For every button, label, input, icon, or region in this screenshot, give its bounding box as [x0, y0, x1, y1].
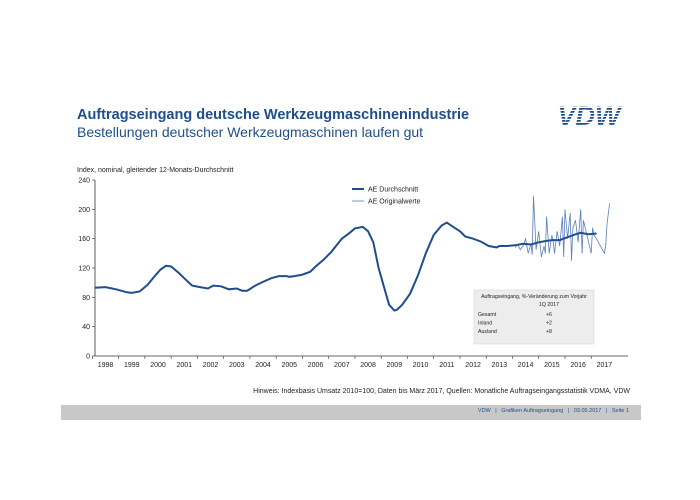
inset-table: Auftragseingang, %-Veränderung zum Vorja… [473, 289, 595, 345]
x-tick-label: 1999 [124, 362, 140, 369]
legend-label-ae-originalwerte: AE Originalwerte [368, 199, 421, 206]
x-tick-label: 2012 [465, 362, 481, 369]
footer-page: Seite 1 [611, 408, 629, 414]
footer-text: VDW | Grafiken Auftragseingang | 03.05.2… [477, 408, 629, 414]
x-tick-label: 2014 [518, 362, 534, 369]
inset-row-label: Ausland [478, 329, 497, 335]
footer-date: 03.05.2017 [573, 408, 602, 414]
x-tick-label: 2010 [413, 362, 429, 369]
y-axis-label: Index, nominal, gleitender 12-Monats-Dur… [77, 167, 234, 174]
footer-bar: VDW | Grafiken Auftragseingang | 03.05.2… [61, 405, 641, 420]
inset-row-value: +2 [546, 321, 552, 327]
y-tick-label: 240 [78, 178, 90, 185]
inset-row-value: +8 [546, 329, 552, 335]
footer-doc: Grafiken Auftragseingang [501, 408, 564, 414]
inset-row-label: Inland [478, 321, 492, 327]
x-tick-label: 2008 [360, 362, 376, 369]
y-tick-label: 200 [78, 207, 90, 214]
inset-row-label: Gesamt [478, 312, 497, 318]
x-tick-label: 2017 [597, 362, 613, 369]
inset-box [473, 289, 595, 345]
x-tick-label: 2001 [176, 362, 192, 369]
y-tick-label: 120 [78, 266, 90, 273]
y-tick-label: 0 [86, 354, 90, 361]
x-tick-label: 2005 [282, 362, 298, 369]
chart-axes: 0 40 80 120 160 200 240 1998 1999 2000 2001 2002 200… [78, 178, 628, 369]
page-title: Auftragseingang deutsche Werkzeugmaschin… [77, 107, 470, 123]
series-line-ae-durchschnitt [94, 221, 597, 312]
x-tick-label: 2009 [387, 362, 403, 369]
vdw-logo: VDW [558, 102, 624, 130]
x-tick-label: 2000 [150, 362, 166, 369]
x-tick-label: 2006 [308, 362, 324, 369]
x-tick-label: 2004 [255, 362, 271, 369]
series-line-ae-originalwerte [514, 196, 610, 261]
x-tick-label: 2003 [229, 362, 245, 369]
source-note: Hinweis: Indexbasis Umsatz 2010=100, Dat… [253, 388, 630, 395]
legend-label-ae-durchschnitt: AE Durchschnitt [368, 187, 418, 194]
svg-text:VDW: VDW [558, 102, 624, 130]
chart-lines [94, 196, 610, 312]
chart-legend: AE Durchschnitt AE Originalwerte [352, 187, 421, 206]
x-tick-label: 1998 [98, 362, 114, 369]
inset-title: Auftragseingang, %-Veränderung zum Vorja… [481, 294, 587, 300]
x-tick-label: 2016 [570, 362, 586, 369]
x-tick-label: 2002 [203, 362, 219, 369]
y-tick-label: 80 [82, 295, 90, 302]
x-tick-label: 2015 [544, 362, 560, 369]
inset-row-value: +6 [546, 312, 552, 318]
x-tick-label: 2013 [492, 362, 508, 369]
footer-org: VDW [477, 408, 491, 414]
page-subtitle: Bestellungen deutscher Werkzeugmaschinen… [77, 124, 424, 140]
y-tick-label: 40 [82, 324, 90, 331]
x-tick-label: 2011 [439, 362, 454, 369]
y-tick-label: 160 [78, 236, 90, 243]
x-tick-label: 2007 [334, 362, 350, 369]
inset-period: 1Q 2017 [539, 302, 559, 308]
